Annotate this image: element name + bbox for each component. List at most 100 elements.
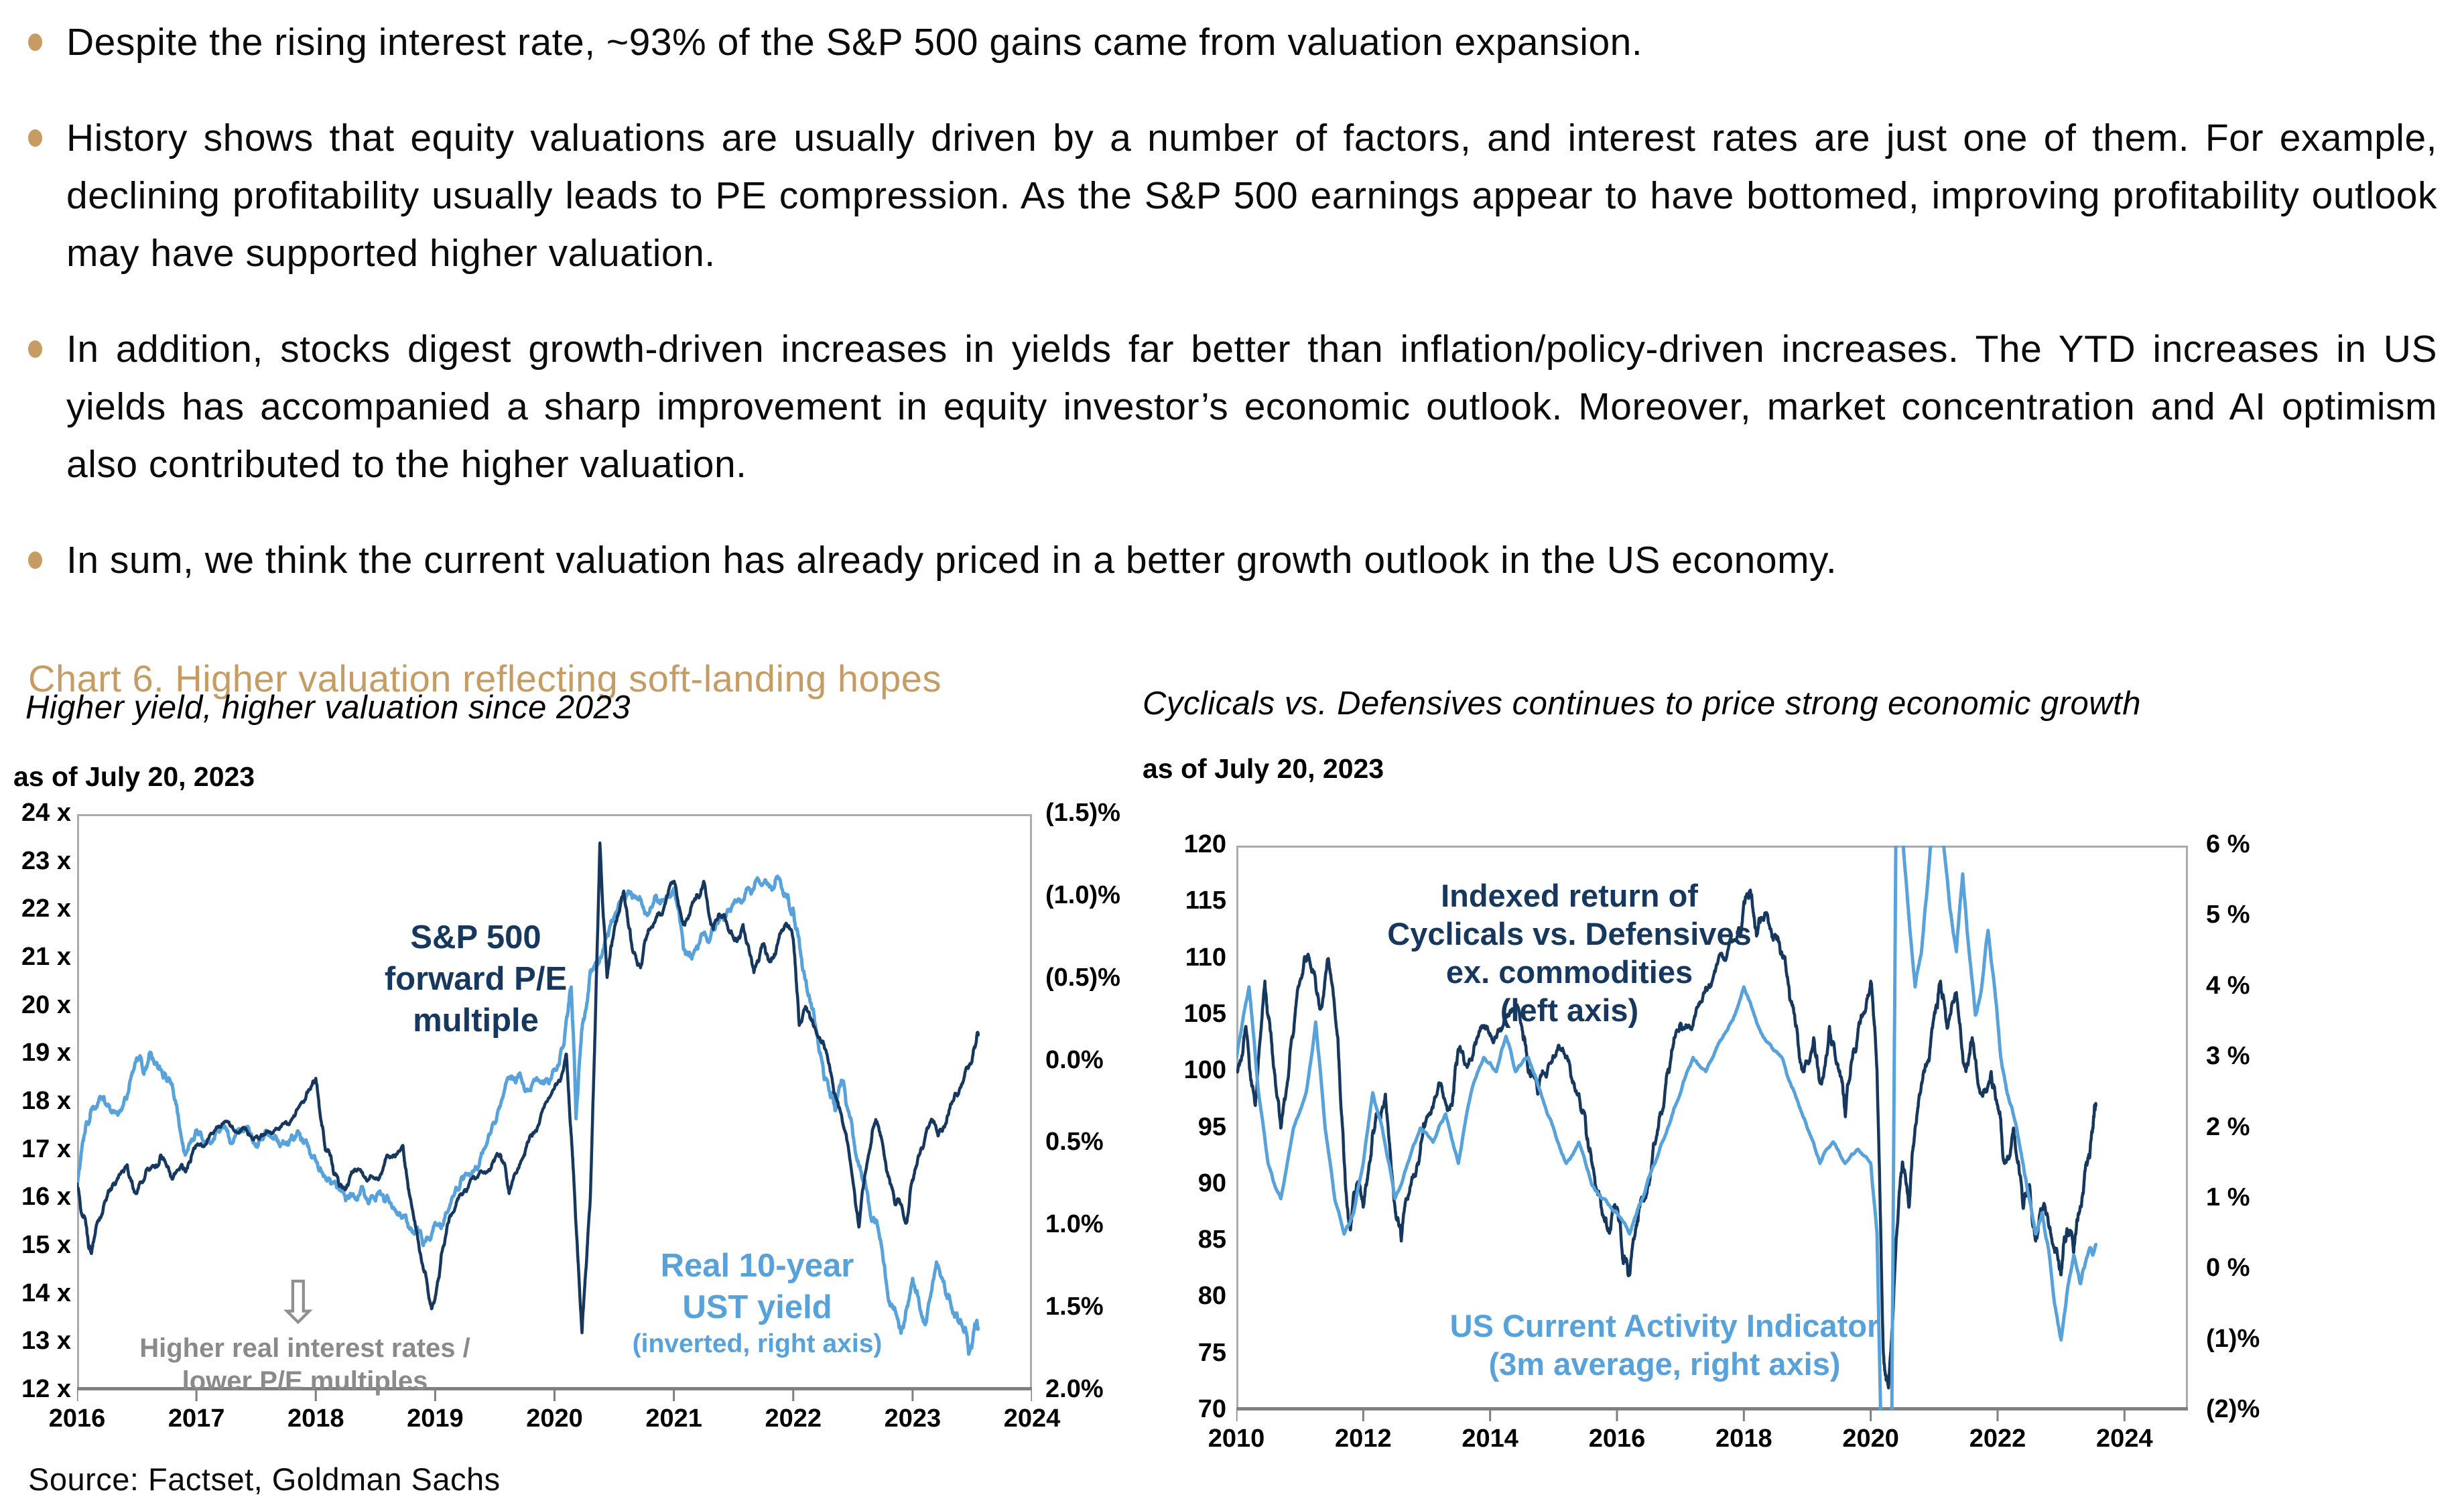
chartR-right-axis-label: 0 % [2206, 1254, 2250, 1283]
real-yield-series-label-line: (inverted, right axis) [632, 1329, 883, 1358]
cyclicals-series-label-line: Cyclicals vs. Defensives [1387, 916, 1752, 952]
chartR-left-axis-label: 120 [1183, 830, 1226, 858]
cyclicals-series-label-line: ex. commodities [1445, 954, 1693, 990]
chartR-right-axis-label: 1 % [2206, 1183, 2250, 1211]
cyclicals-series-label-line: (left axis) [1500, 992, 1639, 1028]
chartR-left-axis-label: 80 [1197, 1282, 1226, 1311]
chartL-left-axis-label: 20 x [21, 990, 71, 1019]
bullet-text: History shows that equity valuations are… [66, 117, 2437, 275]
chartL-right-axis-label: (1.5)% [1045, 799, 1120, 827]
source-note: Source: Factset, Goldman Sachs [28, 1461, 501, 1497]
chartR-right-axis-label: 2 % [2206, 1112, 2250, 1141]
chartR-right-axis-label: 6 % [2206, 830, 2250, 858]
cai-series-label-line: US Current Activity Indicator [1449, 1308, 1880, 1343]
chartL-right-axis-label: (1.0)% [1045, 880, 1120, 909]
chartL-left-axis-label: 15 x [21, 1231, 71, 1259]
cyclicals-series-label: Indexed return of Cyclicals vs. Defensiv… [1268, 876, 1871, 1029]
real-yield-series-label-line: UST yield [682, 1289, 832, 1325]
chartR-left-axis-label: 110 [1185, 943, 1226, 972]
chartL-x-axis-label: 2018 [287, 1404, 344, 1433]
bullet-list: Despite the rising interest rate, ~93% o… [28, 13, 2437, 627]
rates-note-line: Higher real interest rates / [139, 1333, 470, 1363]
chart-section-title: Chart 6. Higher valuation reflecting sof… [28, 657, 942, 700]
cai-series-label-line: (3m average, right axis) [1488, 1346, 1841, 1382]
chartL-right-axis-label: 1.5% [1045, 1293, 1104, 1321]
chartL-left-axis-label: 12 x [21, 1375, 71, 1403]
rates-note-line: lower P/E multiples [182, 1366, 428, 1396]
chartR-right-axis-label: (2)% [2206, 1395, 2260, 1423]
chartL-x-axis-label: 2022 [765, 1404, 822, 1433]
bullet-item: History shows that equity valuations are… [28, 109, 2437, 282]
chartL-x-axis-label: 2017 [168, 1404, 225, 1433]
chartR-right-axis-label: (1)% [2206, 1324, 2260, 1353]
chartL-left-axis-label: 23 x [21, 846, 71, 875]
bullet-icon [28, 551, 42, 569]
rates-note-label: Higher real interest rates / lower P/E m… [104, 1332, 506, 1398]
chartL-x-axis-label: 2021 [645, 1404, 702, 1433]
left-chart-asof: as of July 20, 2023 [13, 761, 255, 792]
right-chart-subtitle: Cyclicals vs. Defensives continues to pr… [1143, 685, 2142, 722]
bullet-icon [28, 340, 42, 358]
sp500-pe-series-label-line: S&P 500 [410, 919, 541, 956]
bullet-text: In sum, we think the current valuation h… [66, 539, 1837, 582]
bullet-text: In addition, stocks digest growth-driven… [66, 328, 2437, 486]
chartL-left-axis-label: 24 x [21, 799, 71, 827]
chartR-left-axis-label: 90 [1197, 1169, 1226, 1197]
chartR-right-axis-label: 5 % [2206, 901, 2250, 929]
chartR-left-axis-label: 70 [1197, 1395, 1226, 1423]
chartR-left-axis-label: 75 [1197, 1338, 1226, 1367]
chartL-left-axis-label: 13 x [21, 1327, 71, 1356]
sp500-pe-series-label-line: multiple [413, 1002, 539, 1039]
chartR-x-axis-label: 2016 [1588, 1425, 1646, 1453]
chartR-left-axis-label: 115 [1185, 887, 1226, 915]
left-chart-subtitle: Higher yield, higher valuation since 202… [25, 690, 631, 726]
chartL-left-axis-label: 17 x [21, 1134, 71, 1163]
chartR-left-axis-label: 95 [1197, 1112, 1226, 1141]
chartR-right-axis-label: 4 % [2206, 971, 2250, 1000]
real-yield-series-label: Real 10-year UST yield (inverted, right … [543, 1245, 972, 1360]
chartL-left-axis-label: 22 x [21, 895, 71, 923]
chartR-x-axis-label: 2012 [1335, 1425, 1392, 1453]
chartL-x-axis-label: 2024 [1003, 1404, 1061, 1433]
chartL-x-axis-label: 2019 [407, 1404, 464, 1433]
chartR-x-axis-label: 2018 [1715, 1425, 1772, 1453]
sp500-pe-series-label-line: forward P/E [384, 961, 568, 997]
chartR-left-axis-label: 100 [1183, 1056, 1226, 1085]
bullet-text: Despite the rising interest rate, ~93% o… [66, 21, 1643, 64]
chartR-x-axis-label: 2020 [1842, 1425, 1899, 1453]
chartL-x-axis-label: 2023 [884, 1404, 942, 1433]
bullet-item: Despite the rising interest rate, ~93% o… [28, 13, 2437, 71]
chartR-x-axis-label: 2010 [1208, 1425, 1265, 1453]
chartL-right-axis-label: (0.5)% [1045, 963, 1120, 992]
down-arrow-icon: ⇩ [273, 1268, 323, 1337]
cai-series-label: US Current Activity Indicator (3m averag… [1330, 1307, 2000, 1383]
chartR-x-axis-label: 2014 [1462, 1425, 1518, 1453]
chartR-right-axis-label: 3 % [2206, 1042, 2250, 1071]
chartL-x-axis-label: 2016 [48, 1404, 106, 1433]
bullet-icon [28, 129, 42, 147]
chartL-left-axis-label: 19 x [21, 1039, 71, 1067]
chartL-right-axis-label: 0.5% [1045, 1128, 1104, 1157]
chartR-x-axis-label: 2022 [1969, 1425, 2026, 1453]
chartR-left-axis-label: 105 [1183, 999, 1226, 1028]
chartL-left-axis-label: 16 x [21, 1183, 71, 1211]
chartR-x-axis-label: 2024 [2096, 1425, 2153, 1453]
chartL-x-axis-label: 2020 [526, 1404, 583, 1433]
chartL-left-axis-label: 14 x [21, 1278, 71, 1307]
chartL-left-axis-label: 18 x [21, 1087, 71, 1115]
bullet-icon [28, 34, 42, 51]
real-yield-series-label-line: Real 10-year [660, 1248, 854, 1284]
bullet-item: In sum, we think the current valuation h… [28, 531, 2437, 589]
chartL-left-axis-label: 21 x [21, 943, 71, 971]
sp500-pe-series-label: S&P 500 forward P/E multiple [308, 917, 643, 1041]
chartL-right-axis-label: 0.0% [1045, 1045, 1104, 1074]
chartL-right-axis-label: 2.0% [1045, 1375, 1104, 1403]
right-chart-asof: as of July 20, 2023 [1143, 753, 1384, 784]
cyclicals-series-label-line: Indexed return of [1441, 878, 1698, 913]
left-chart-plot [77, 814, 1032, 1401]
chartR-left-axis-label: 85 [1197, 1226, 1226, 1254]
right-chart-plot [1236, 846, 2188, 1421]
bullet-item: In addition, stocks digest growth-driven… [28, 320, 2437, 493]
chartL-right-axis-label: 1.0% [1045, 1210, 1104, 1239]
